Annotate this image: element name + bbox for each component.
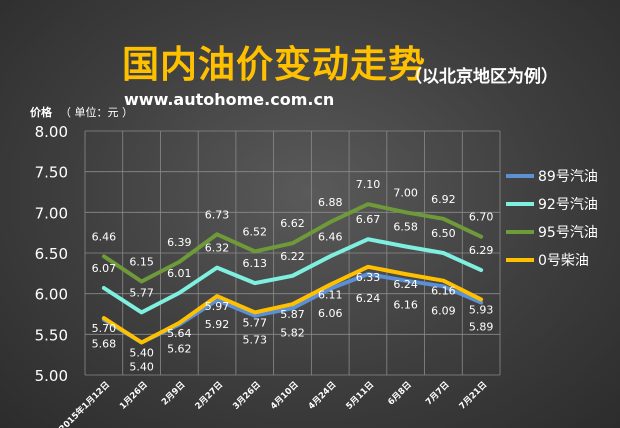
y-tick-label: 7.00 [35, 204, 68, 222]
y-axis-title: 价格 [30, 106, 52, 119]
data-label: 6.32 [205, 242, 230, 255]
y-tick-label: 5.50 [35, 326, 68, 344]
x-tick-label: 6月8日 [386, 380, 413, 407]
unit-label: 价格 （ 单位：元 ） [30, 104, 133, 120]
data-label: 6.33 [356, 271, 381, 284]
y-tick-label: 6.00 [35, 286, 68, 304]
data-label: 5.73 [243, 334, 268, 347]
data-label: 6.46 [318, 230, 343, 243]
data-label: 6.16 [431, 285, 456, 298]
x-tick-label: 5月11日 [344, 380, 376, 412]
source-site: www.autohome.com.cn [124, 90, 335, 109]
data-label: 6.88 [318, 196, 343, 209]
data-label: 5.64 [167, 327, 192, 340]
legend-label: 89号汽油 [538, 169, 598, 185]
data-label: 5.68 [92, 338, 117, 351]
data-label: 6.29 [469, 244, 494, 257]
data-label: 6.67 [356, 213, 381, 226]
data-label: 5.62 [167, 343, 192, 356]
data-label: 5.82 [280, 326, 305, 339]
series-line [101, 264, 484, 345]
data-label: 6.11 [318, 289, 343, 302]
data-label: 6.46 [92, 230, 117, 243]
data-label: 5.77 [243, 316, 268, 329]
data-label: 6.92 [431, 193, 456, 206]
data-label: 5.92 [205, 318, 230, 331]
x-tick-label: 2月27日 [194, 380, 226, 412]
series-line [101, 237, 484, 315]
data-label: 6.13 [243, 257, 268, 270]
data-label: 6.39 [167, 236, 192, 249]
series-line [101, 202, 484, 284]
data-label: 6.70 [469, 211, 494, 224]
data-label: 7.00 [393, 186, 418, 199]
data-label: 5.87 [280, 308, 305, 321]
chart-subtitle: （以北京地区为例） [405, 67, 558, 87]
x-tick-label: 4月10日 [269, 380, 301, 412]
data-label: 5.40 [129, 360, 154, 373]
x-tick-label: 4月24日 [307, 380, 339, 412]
x-tick-label: 1月26日 [118, 380, 150, 412]
data-label: 6.06 [318, 307, 343, 320]
data-label: 6.09 [431, 304, 456, 317]
legend-label: 95号汽油 [538, 225, 598, 241]
x-tick-label: 2015年1月12日 [57, 379, 112, 428]
data-label: 5.97 [205, 300, 230, 313]
y-tick-label: 8.00 [35, 123, 68, 141]
data-label: 7.10 [356, 178, 381, 191]
data-label: 6.16 [393, 299, 418, 312]
legend-label: 92号汽油 [538, 197, 598, 213]
data-label: 6.52 [243, 225, 268, 238]
data-label: 5.93 [469, 303, 494, 316]
x-tick-label: 3月26日 [231, 380, 263, 412]
data-label: 5.77 [129, 286, 154, 299]
data-label: 6.07 [92, 262, 117, 275]
x-tick-label: 2月9日 [160, 380, 187, 407]
data-label: 6.01 [167, 267, 192, 280]
x-tick-label: 7月21日 [458, 380, 490, 412]
data-label: 5.40 [129, 346, 154, 359]
y-tick-label: 7.50 [35, 164, 68, 182]
data-label: 5.70 [92, 322, 117, 335]
y-axis-unit: （ 单位：元 ） [60, 106, 133, 119]
chart-title: 国内油价变动走势 [122, 43, 426, 86]
data-label: 6.58 [393, 220, 418, 233]
y-tick-label: 5.00 [35, 367, 68, 385]
x-tick-label: 7月7日 [424, 380, 451, 407]
data-label: 6.24 [393, 278, 418, 291]
legend-label: 0号柴油 [538, 253, 589, 269]
data-label: 6.15 [129, 255, 154, 268]
data-label: 5.89 [469, 321, 494, 334]
data-label: 6.24 [356, 292, 381, 305]
data-label: 6.73 [205, 208, 230, 221]
y-tick-label: 6.50 [35, 245, 68, 263]
data-label: 6.50 [431, 227, 456, 240]
data-label: 6.22 [280, 250, 305, 263]
data-label: 6.62 [280, 217, 305, 230]
